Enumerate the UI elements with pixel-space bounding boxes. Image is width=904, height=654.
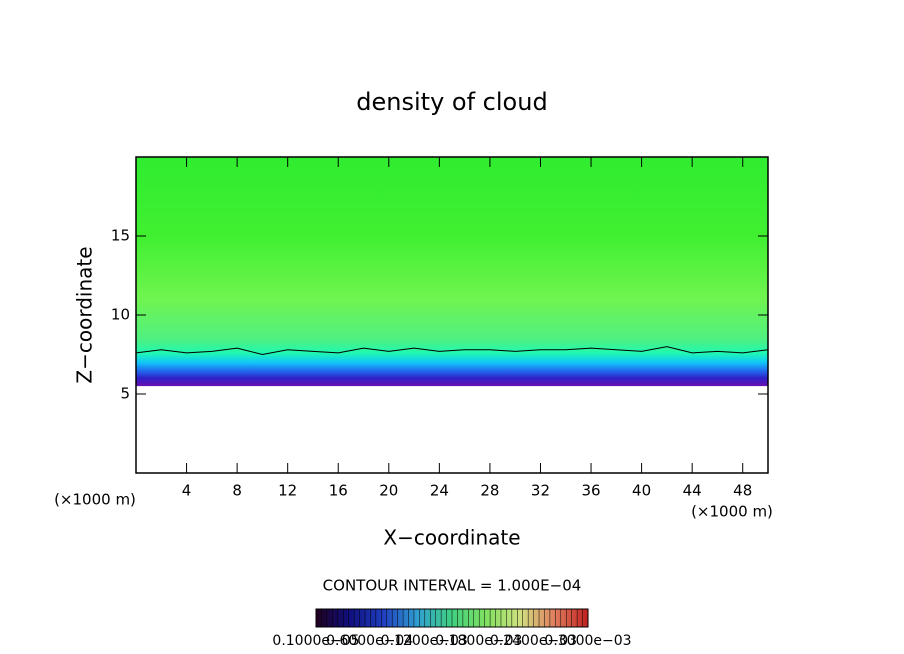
colorbar-tick-label: 0.6000e−04 (326, 633, 413, 649)
x-tick-label: 12 (278, 482, 297, 500)
x-tick-label: 40 (632, 482, 651, 500)
y-axis-label: Z−coordinate (73, 246, 97, 383)
colorbar-tick-label: 0.3000e−03 (544, 633, 631, 649)
x-tick-label: 24 (430, 482, 449, 500)
y-tick-label: 5 (120, 385, 130, 403)
x-tick-label: 36 (581, 482, 600, 500)
x-unit-label: (×1000 m) (691, 503, 773, 521)
x-tick-label: 4 (182, 482, 192, 500)
colorbar-tick-label: 0.1800e−03 (435, 633, 522, 649)
x-tick-label: 32 (531, 482, 550, 500)
colorbar-tick-label: 0.2400e−03 (490, 633, 577, 649)
x-tick-label: 44 (683, 482, 702, 500)
colorbar-tick-label: 0.1000e−05 (272, 633, 359, 649)
x-axis-label: X−coordinate (383, 526, 520, 550)
y-tick-label: 10 (111, 306, 130, 324)
x-tick-label: 20 (379, 482, 398, 500)
x-tick-label: 28 (480, 482, 499, 500)
y-tick-label: 15 (111, 227, 130, 245)
chart-title: density of cloud (356, 88, 547, 116)
annotation: CONTOUR INTERVAL = 1.000E−04 (323, 577, 582, 595)
y-unit-label: (×1000 m) (54, 491, 136, 509)
cloud-field (136, 157, 768, 387)
colorbar-tick-label: 0.1200e−03 (381, 633, 468, 649)
x-tick-label: 16 (329, 482, 348, 500)
x-tick-label: 48 (733, 482, 752, 500)
contour-line (135, 346, 769, 356)
x-tick-label: 8 (232, 482, 242, 500)
